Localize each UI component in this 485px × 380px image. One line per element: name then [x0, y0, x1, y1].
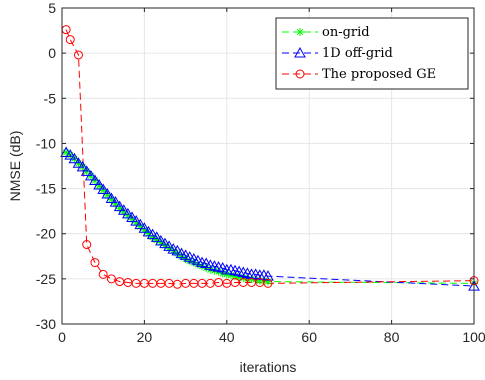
data-point-series-1	[89, 174, 101, 185]
data-point-series-2	[90, 258, 100, 268]
legend-label-1: 1D off-grid	[322, 46, 393, 61]
legend-label-2: The proposed GE	[322, 67, 436, 82]
data-point-series-1	[262, 270, 274, 281]
legend: on-grid 1D off-grid The proposed GE	[275, 17, 469, 90]
y-axis-title: NMSE (dB)	[7, 131, 23, 202]
data-point-series-1	[146, 228, 159, 240]
data-point-series-2	[263, 278, 273, 288]
data-point-series-1	[142, 225, 155, 237]
x-tick-label: 20	[137, 329, 153, 345]
y-tick-label: -5	[44, 90, 57, 106]
data-point-series-1	[84, 169, 97, 181]
data-point-series-1	[138, 222, 151, 233]
data-point-series-1	[97, 183, 110, 194]
y-tick-label: 5	[48, 0, 56, 16]
data-point-series-1	[113, 200, 126, 212]
data-point-series-1	[93, 178, 105, 190]
data-point-series-2	[65, 35, 75, 45]
data-point-series-1	[155, 234, 167, 246]
data-point-series-2	[82, 240, 92, 250]
axis-ticks: 0 20 40 60 80 100 -30 -25 -20 -15 -10 -5 0 5	[36, 0, 485, 345]
data-point-series-1	[60, 146, 72, 157]
data-point-series-1	[76, 160, 89, 172]
x-tick-label: 60	[301, 329, 317, 345]
data-point-series-1	[117, 204, 130, 215]
x-tick-label: 100	[462, 329, 485, 345]
data-point-series-1	[122, 207, 134, 219]
data-point-series-1	[163, 240, 175, 251]
x-tick-label: 80	[384, 329, 400, 345]
data-point-series-1	[159, 237, 171, 249]
data-point-series-2	[98, 269, 108, 279]
data-point-series-1	[72, 157, 85, 168]
data-point-series-1	[101, 187, 114, 199]
y-tick-label: -30	[36, 316, 56, 332]
series-markers	[60, 25, 480, 291]
legend-label-0: on-grid	[322, 25, 370, 40]
data-point-series-1	[171, 244, 184, 256]
legend-marker-2	[295, 69, 305, 79]
y-tick-label: -20	[36, 226, 56, 242]
data-point-series-1	[150, 231, 163, 242]
asterisk-stroke	[153, 236, 160, 244]
asterisk-stroke	[296, 28, 304, 36]
data-point-series-1	[68, 152, 81, 164]
plot-frame	[61, 7, 475, 325]
data-point-series-1	[64, 149, 77, 160]
series-line-2	[65, 29, 475, 285]
x-tick-label: 0	[58, 329, 66, 345]
y-tick-label: 0	[48, 45, 56, 61]
y-tick-label: -10	[36, 135, 56, 151]
data-point-series-2	[106, 274, 116, 284]
x-axis-title: iterations	[240, 359, 297, 375]
y-tick-label: -15	[36, 181, 56, 197]
data-point-series-1	[130, 215, 143, 226]
data-point-series-1	[105, 192, 118, 204]
legend-marker-0	[296, 28, 304, 36]
x-tick-label: 40	[219, 329, 235, 345]
y-tick-label: -25	[36, 271, 56, 287]
data-point-series-2	[73, 50, 83, 60]
data-point-series-1	[134, 218, 147, 230]
data-point-series-1	[109, 196, 122, 207]
data-point-series-1	[80, 165, 93, 176]
data-point-series-1	[126, 211, 138, 222]
legend-marker-1	[294, 46, 306, 58]
